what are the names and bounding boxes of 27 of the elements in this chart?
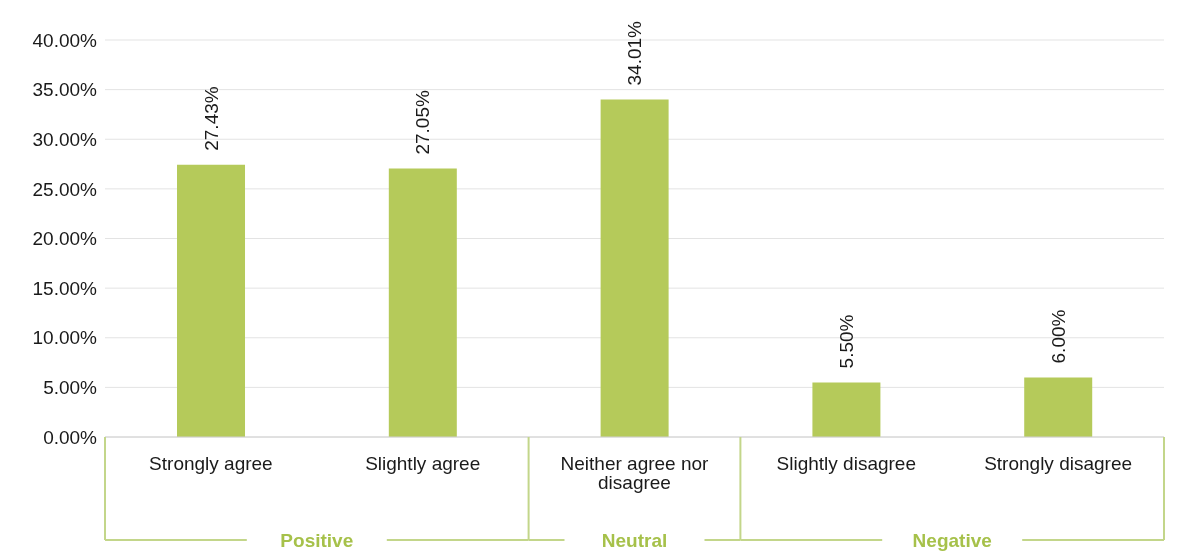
text: Negative — [912, 529, 992, 551]
y-tick-label: 10.00% — [32, 327, 98, 349]
data-label: 6.00% — [1047, 309, 1069, 364]
x-tick-label: Strongly disagree — [984, 453, 1133, 475]
x-tick-label: Slightly disagree — [776, 453, 917, 475]
data-label: 27.05% — [412, 89, 434, 155]
y-tick-label: 30.00% — [32, 128, 98, 150]
data-label: 27.43% — [200, 86, 222, 151]
bar — [1024, 377, 1093, 437]
data-label: 5.50% — [835, 314, 857, 369]
x-tick-label: Strongly agree — [149, 453, 273, 475]
y-tick-label: 35.00% — [32, 79, 98, 101]
y-tick-label: 5.00% — [43, 377, 98, 399]
text: Neutral — [601, 529, 668, 551]
data-label: 34.01% — [624, 20, 646, 86]
bar — [388, 168, 457, 437]
bar — [812, 382, 881, 437]
y-tick-label: 40.00% — [32, 29, 98, 51]
text: Positive — [280, 529, 354, 551]
x-tick-label: Slightly agree — [365, 453, 481, 475]
y-tick-label: 25.00% — [32, 178, 98, 200]
x-tick-label: Neither agree nor disagree — [560, 453, 710, 494]
y-tick-label: 15.00% — [32, 277, 98, 299]
bar — [600, 99, 669, 437]
y-tick-label: 20.00% — [32, 228, 98, 250]
bar — [177, 164, 246, 437]
y-tick-label: 0.00% — [43, 426, 98, 448]
